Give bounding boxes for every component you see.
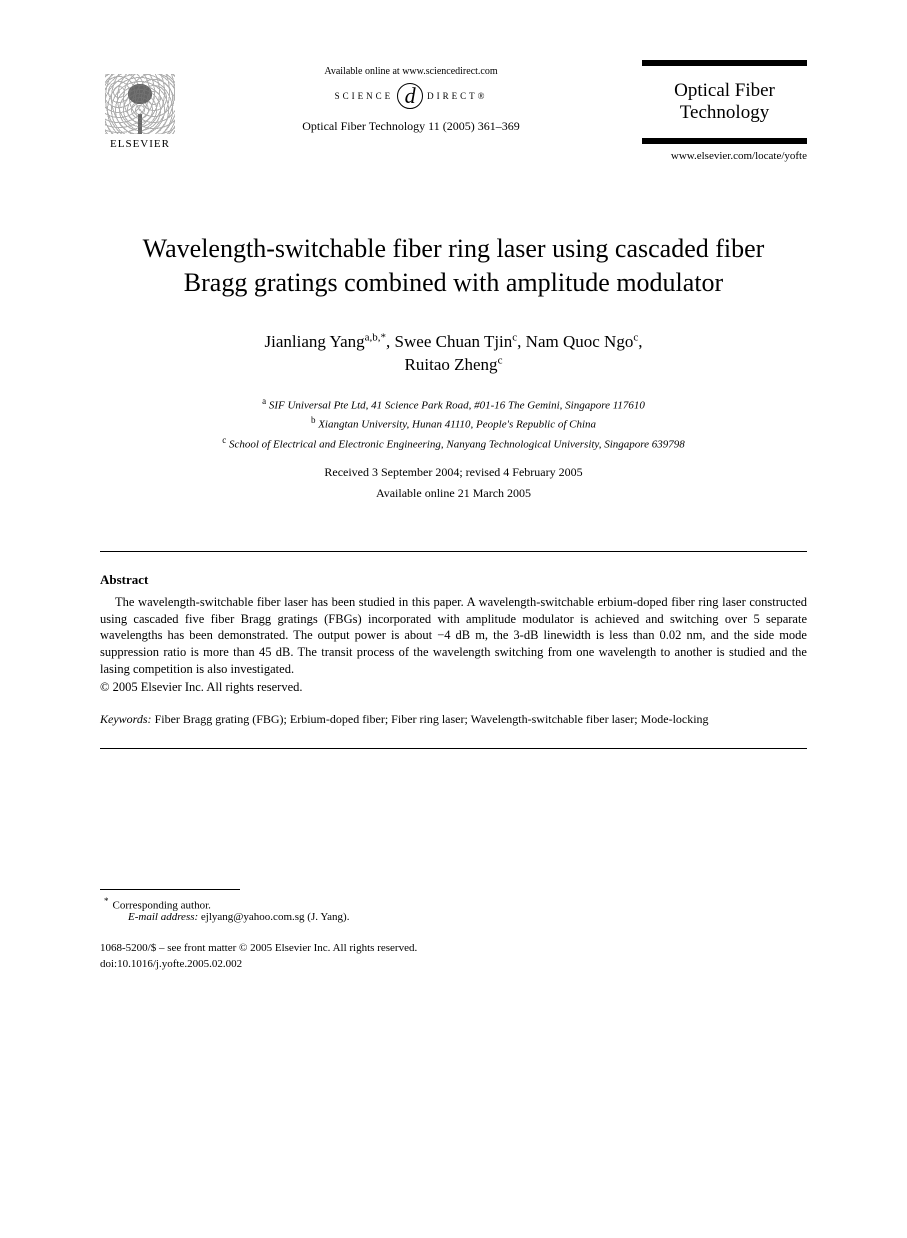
journal-box-line1: Optical Fiber: [650, 80, 799, 102]
sd-right: DIRECT®: [427, 91, 487, 101]
footer-line1: 1068-5200/$ – see front matter © 2005 El…: [100, 941, 807, 956]
journal-reference: Optical Fiber Technology 11 (2005) 361–3…: [180, 119, 642, 134]
keywords-text: Fiber Bragg grating (FBG); Erbium-doped …: [155, 712, 709, 726]
author-4-sup: c: [498, 355, 503, 367]
author-3-sup: c: [633, 331, 638, 343]
journal-title-box: Optical Fiber Technology: [642, 60, 807, 144]
received-revised-date: Received 3 September 2004; revised 4 Feb…: [100, 465, 807, 480]
footnote-corr: Corresponding author.: [113, 899, 211, 911]
abstract-heading: Abstract: [100, 572, 807, 588]
header-row: ELSEVIER Available online at www.science…: [100, 60, 807, 162]
affil-c-text: School of Electrical and Electronic Engi…: [229, 438, 685, 450]
sciencedirect-logo: SCIENCE d DIRECT®: [180, 83, 642, 109]
affiliations: a SIF Universal Pte Ltd, 41 Science Park…: [100, 395, 807, 452]
footnote-star: *: [104, 896, 109, 906]
sd-d-icon: d: [397, 83, 423, 109]
affil-b-text: Xiangtan University, Hunan 41110, People…: [318, 419, 596, 431]
keywords-line: Keywords: Fiber Bragg grating (FBG); Erb…: [100, 711, 807, 728]
abstract-copyright: © 2005 Elsevier Inc. All rights reserved…: [100, 680, 807, 695]
affil-a-sup: a: [262, 396, 266, 406]
affil-b: b Xiangtan University, Hunan 41110, Peop…: [100, 414, 807, 433]
journal-box-wrap: Optical Fiber Technology www.elsevier.co…: [642, 60, 807, 162]
author-1-sup: a,b,*: [365, 331, 386, 343]
corresponding-author-footnote: * Corresponding author.: [100, 896, 807, 912]
abstract-body: The wavelength-switchable fiber laser ha…: [100, 594, 807, 678]
affil-c-sup: c: [222, 435, 226, 445]
author-2-sup: c: [512, 331, 517, 343]
elsevier-label: ELSEVIER: [110, 138, 170, 150]
affil-c: c School of Electrical and Electronic En…: [100, 434, 807, 453]
author-3: Nam Quoc Ngo: [526, 332, 634, 351]
affil-a: a SIF Universal Pte Ltd, 41 Science Park…: [100, 395, 807, 414]
elsevier-tree-icon: [105, 74, 175, 134]
journal-box-line2: Technology: [650, 102, 799, 124]
email-value: ejlyang@yahoo.com.sg (J. Yang).: [201, 911, 350, 923]
footnote-separator: [100, 889, 240, 890]
affil-a-text: SIF Universal Pte Ltd, 41 Science Park R…: [269, 400, 645, 412]
available-online-date: Available online 21 March 2005: [100, 486, 807, 501]
paper-title: Wavelength-switchable fiber ring laser u…: [120, 232, 787, 300]
elsevier-logo: ELSEVIER: [100, 60, 180, 150]
author-1: Jianliang Yang: [265, 332, 365, 351]
rule-top: [100, 551, 807, 552]
authors-line: Jianliang Yanga,b,*, Swee Chuan Tjinc, N…: [100, 330, 807, 378]
footnote-email-line: E-mail address: ejlyang@yahoo.com.sg (J.…: [100, 911, 807, 923]
page-footer: 1068-5200/$ – see front matter © 2005 El…: [100, 941, 807, 972]
email-label: E-mail address:: [128, 911, 198, 923]
author-4: Ruitao Zheng: [405, 355, 498, 374]
sd-left: SCIENCE: [335, 91, 394, 101]
affil-b-sup: b: [311, 415, 316, 425]
center-header: Available online at www.sciencedirect.co…: [180, 60, 642, 134]
rule-bottom: [100, 748, 807, 749]
keywords-label: Keywords:: [100, 712, 152, 726]
available-online-text: Available online at www.sciencedirect.co…: [180, 66, 642, 77]
journal-url: www.elsevier.com/locate/yofte: [642, 150, 807, 162]
author-2: Swee Chuan Tjin: [395, 332, 513, 351]
footer-line2: doi:10.1016/j.yofte.2005.02.002: [100, 957, 807, 972]
